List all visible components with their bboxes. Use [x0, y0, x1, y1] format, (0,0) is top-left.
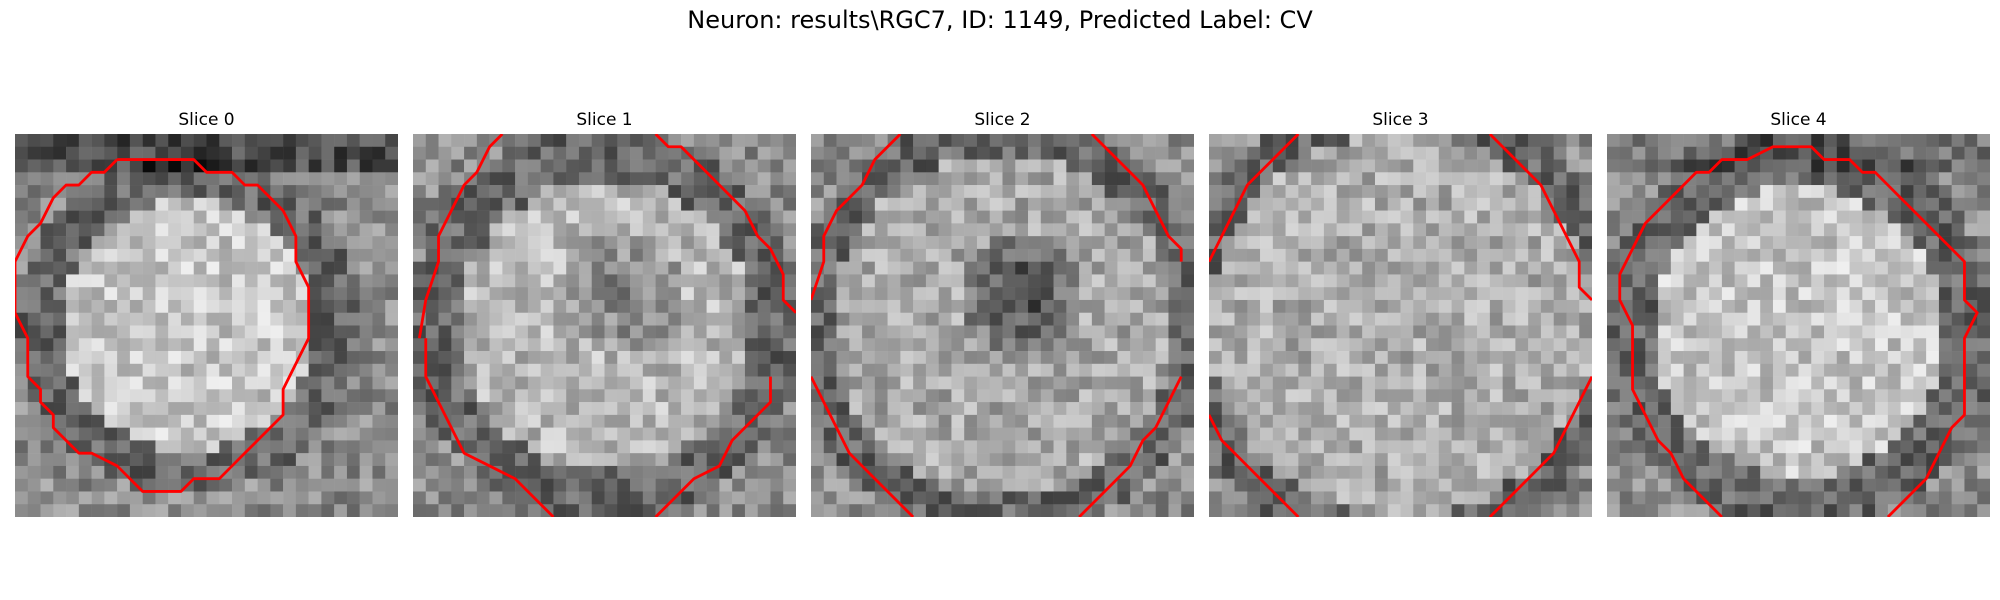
slice-image-4: [1607, 134, 1990, 517]
contour-line: [1618, 145, 1786, 517]
figure-title: Neuron: results\RGC7, ID: 1149, Predicte…: [687, 6, 1313, 34]
contour-line: [654, 376, 772, 517]
contour-line: [1209, 414, 1300, 517]
pixel-grid: [1209, 134, 1592, 517]
contour-line: [811, 134, 902, 301]
slice-title-2: Slice 2: [974, 110, 1031, 130]
contour-line: [1090, 134, 1183, 262]
contour-line: [1209, 134, 1300, 263]
contour-line: [1488, 134, 1592, 301]
slice-title-4: Slice 4: [1770, 110, 1827, 130]
contour-line: [424, 338, 555, 517]
contour-line: [1785, 145, 1979, 517]
pixel-grid: [413, 134, 796, 517]
slice-image-2: [811, 134, 1194, 517]
slice-panel-0: Slice 0: [15, 108, 398, 517]
pixel-grid: [811, 134, 1194, 517]
contour-line: [417, 134, 504, 339]
pixel-grid: [1607, 134, 1990, 517]
slice-image-3: [1209, 134, 1592, 517]
contour-line: [654, 134, 796, 314]
slice-title-1: Slice 1: [576, 110, 633, 130]
contour-line: [1078, 375, 1183, 517]
slice-title-0: Slice 0: [178, 110, 235, 130]
slice-image-1: [413, 134, 796, 517]
slice-panel-3: Slice 3: [1209, 108, 1592, 517]
slice-panel-4: Slice 4: [1607, 108, 1990, 517]
pixel-grid: [15, 134, 398, 517]
contour-line: [1488, 375, 1592, 517]
slice-image-0: [15, 134, 398, 517]
slice-panel-1: Slice 1: [413, 108, 796, 517]
slice-title-3: Slice 3: [1372, 110, 1429, 130]
slice-panel-2: Slice 2: [811, 108, 1194, 517]
contour-line: [15, 158, 311, 493]
contour-line: [811, 375, 915, 517]
